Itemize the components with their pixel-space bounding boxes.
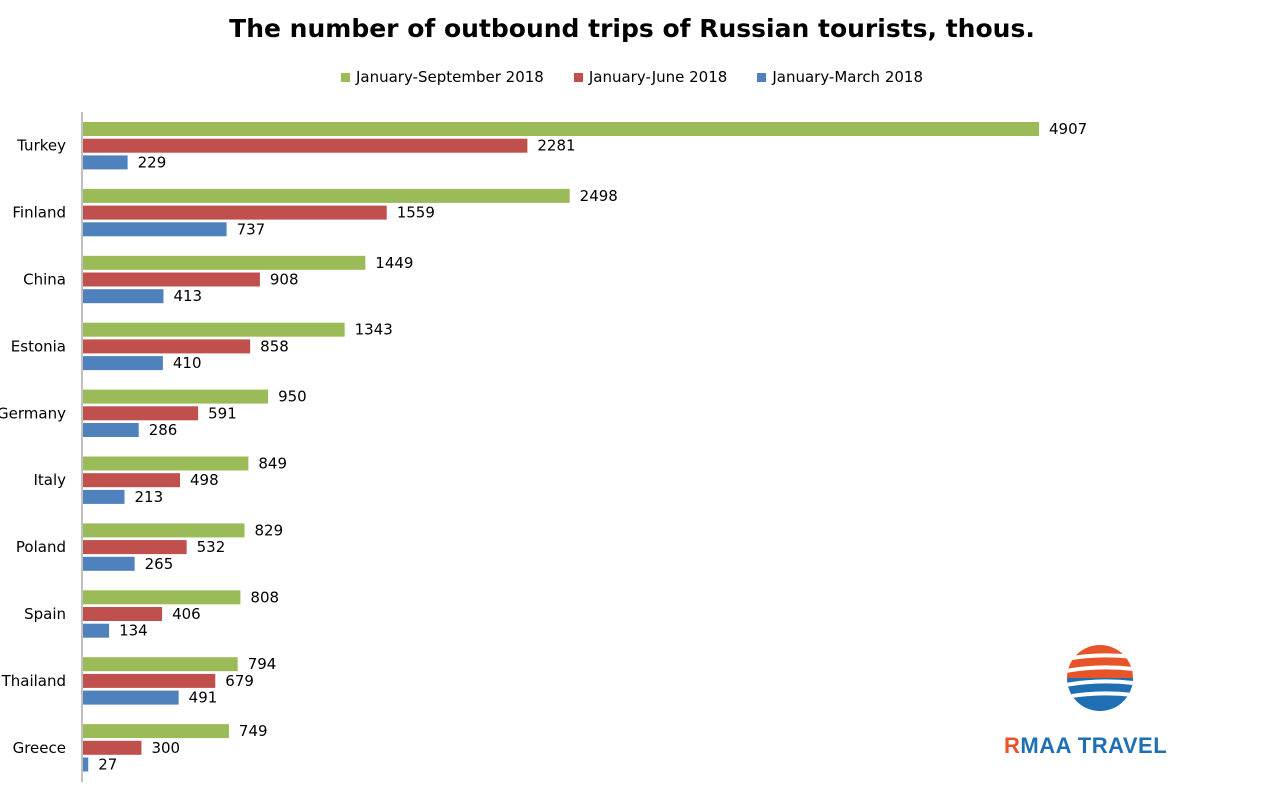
legend-swatch	[340, 72, 350, 82]
data-label: 491	[189, 689, 218, 707]
data-label: 591	[208, 404, 237, 422]
category-label: Italy	[33, 471, 66, 489]
bar	[83, 138, 528, 153]
data-label: 1449	[375, 254, 413, 272]
data-label: 300	[151, 739, 180, 757]
legend-swatch	[573, 72, 583, 82]
data-label: 858	[260, 337, 289, 355]
legend-item: January-June 2018	[573, 68, 728, 86]
data-label: 27	[98, 756, 117, 774]
category-label: Turkey	[16, 137, 66, 155]
legend-item: January-September 2018	[340, 68, 544, 86]
bar	[83, 489, 125, 504]
data-label: 229	[138, 153, 167, 171]
bar	[83, 122, 1039, 136]
bar	[83, 272, 260, 287]
category-label: China	[23, 271, 66, 289]
data-label: 134	[119, 622, 148, 640]
bar	[83, 322, 345, 337]
data-label: 532	[197, 538, 226, 556]
data-label: 1343	[355, 321, 393, 339]
bar	[83, 607, 163, 621]
data-label: 908	[270, 271, 299, 289]
bar	[83, 673, 216, 688]
bar	[83, 590, 241, 605]
logo-text: RMAA TRAVEL	[1004, 733, 1168, 758]
data-label: 265	[145, 555, 174, 573]
bar	[83, 155, 128, 170]
legend-label: January-March 2018	[772, 68, 924, 86]
bar	[83, 222, 227, 237]
bar	[83, 423, 139, 437]
bar	[83, 289, 164, 304]
bar	[83, 740, 142, 755]
category-label: Spain	[24, 605, 66, 623]
bar	[83, 188, 570, 203]
data-label: 749	[239, 722, 268, 740]
category-label: Poland	[16, 538, 66, 556]
category-label: Thailand	[1, 672, 66, 690]
bar	[83, 757, 89, 772]
data-label: 2498	[580, 187, 618, 205]
bar	[83, 473, 181, 488]
data-label: 406	[172, 605, 201, 623]
data-label: 849	[258, 455, 287, 473]
data-label: 679	[225, 672, 254, 690]
bar	[83, 623, 110, 638]
bar	[83, 456, 249, 471]
data-label: 808	[250, 588, 279, 606]
chart-title: The number of outbound trips of Russian …	[229, 14, 1035, 43]
category-label: Greece	[13, 739, 66, 757]
category-label: Germany	[0, 404, 66, 422]
data-label: 213	[134, 488, 163, 506]
data-label: 413	[173, 287, 202, 305]
data-label: 2281	[537, 137, 575, 155]
legend-label: January-June 2018	[588, 68, 728, 86]
bar	[83, 690, 179, 705]
legend-item: January-March 2018	[757, 68, 923, 86]
data-label: 950	[278, 388, 307, 406]
bar	[83, 406, 199, 421]
rmaa-travel-logo-icon	[1067, 645, 1133, 711]
bar	[83, 724, 229, 739]
data-label: 1559	[397, 204, 435, 222]
legend: January-September 2018 January-June 2018 J…	[0, 68, 1264, 86]
data-label: 286	[149, 421, 178, 439]
bar	[83, 389, 269, 404]
data-label: 410	[173, 354, 202, 372]
data-label: 794	[248, 655, 277, 673]
bar	[83, 657, 238, 672]
legend-label: January-September 2018	[355, 68, 544, 86]
bar	[83, 255, 366, 270]
bar	[83, 540, 187, 555]
bar	[83, 205, 387, 220]
bar	[83, 339, 251, 354]
bar	[83, 556, 135, 571]
bar	[83, 356, 163, 371]
bar	[83, 523, 245, 538]
data-label: 829	[255, 521, 284, 539]
data-label: 4907	[1049, 120, 1087, 138]
category-label: Finland	[12, 204, 66, 222]
category-label: Estonia	[11, 337, 66, 355]
legend-swatch	[757, 72, 767, 82]
data-label: 737	[237, 220, 266, 238]
data-label: 498	[190, 471, 219, 489]
